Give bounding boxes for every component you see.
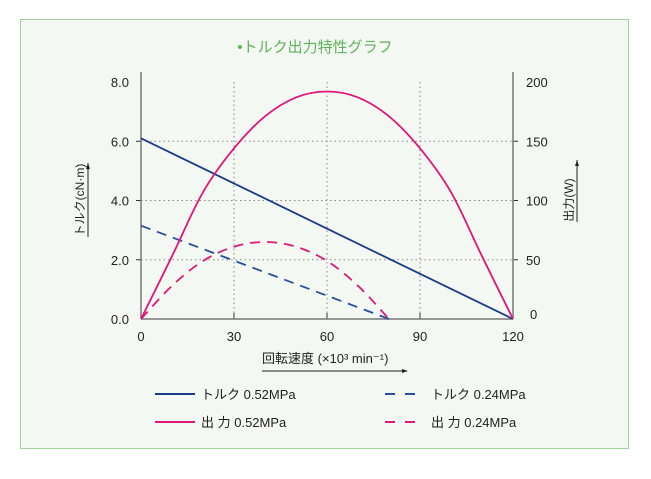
legend-label: トルク 0.24MPa xyxy=(431,387,526,402)
x-label-group: 回転速度 (×10³ min⁻¹) xyxy=(262,351,408,373)
x-tick-label: 120 xyxy=(502,329,524,344)
x-tick-label: 60 xyxy=(320,329,334,344)
series-group xyxy=(140,90,514,320)
legend-label: 出 力 0.24MPa xyxy=(431,415,517,430)
x-tick-label: 90 xyxy=(413,329,427,344)
y-left-tick-label: 6.0 xyxy=(111,134,129,149)
y-right-tick-label: 50 xyxy=(526,253,540,268)
legend-label: 出 力 0.52MPa xyxy=(201,415,287,430)
x-tick-label: 30 xyxy=(227,329,241,344)
chart-title: •トルク出力特性グラフ xyxy=(237,39,392,56)
x-label: 回転速度 (×10³ min⁻¹) xyxy=(262,351,388,366)
tick-labels: 0 30 60 90 120 0.0 2.0 4.0 6.0 8.0 0 50 100 150 200 xyxy=(111,75,548,344)
legend: トルク 0.52MPa トルク 0.24MPa 出 力 0.52MPa 出 力 0.2… xyxy=(155,387,526,430)
y-right-label: 出力(W) xyxy=(562,178,576,221)
y-right-tick-label: 100 xyxy=(526,194,548,209)
y-left-label-group: トルク(cN·m) xyxy=(73,163,90,237)
series-line-2 xyxy=(140,224,390,320)
y-left-tick-label: 4.0 xyxy=(111,194,129,209)
series-line-1 xyxy=(140,137,514,320)
y-left-label: トルク(cN·m) xyxy=(73,164,87,237)
series-line-3 xyxy=(140,90,514,320)
y-right-tick-label: 0 xyxy=(530,307,537,322)
series-line-4 xyxy=(140,241,390,320)
y-right-label-group: 出力(W) xyxy=(562,160,579,222)
y-left-tick-label: 0.0 xyxy=(111,312,129,327)
y-right-tick-label: 150 xyxy=(526,134,548,149)
legend-label: トルク 0.52MPa xyxy=(201,387,296,402)
x-tick-label: 0 xyxy=(137,329,144,344)
grid xyxy=(141,82,513,319)
y-left-tick-label: 8.0 xyxy=(111,75,129,90)
y-left-tick-label: 2.0 xyxy=(111,253,129,268)
y-right-tick-label: 200 xyxy=(526,75,548,90)
